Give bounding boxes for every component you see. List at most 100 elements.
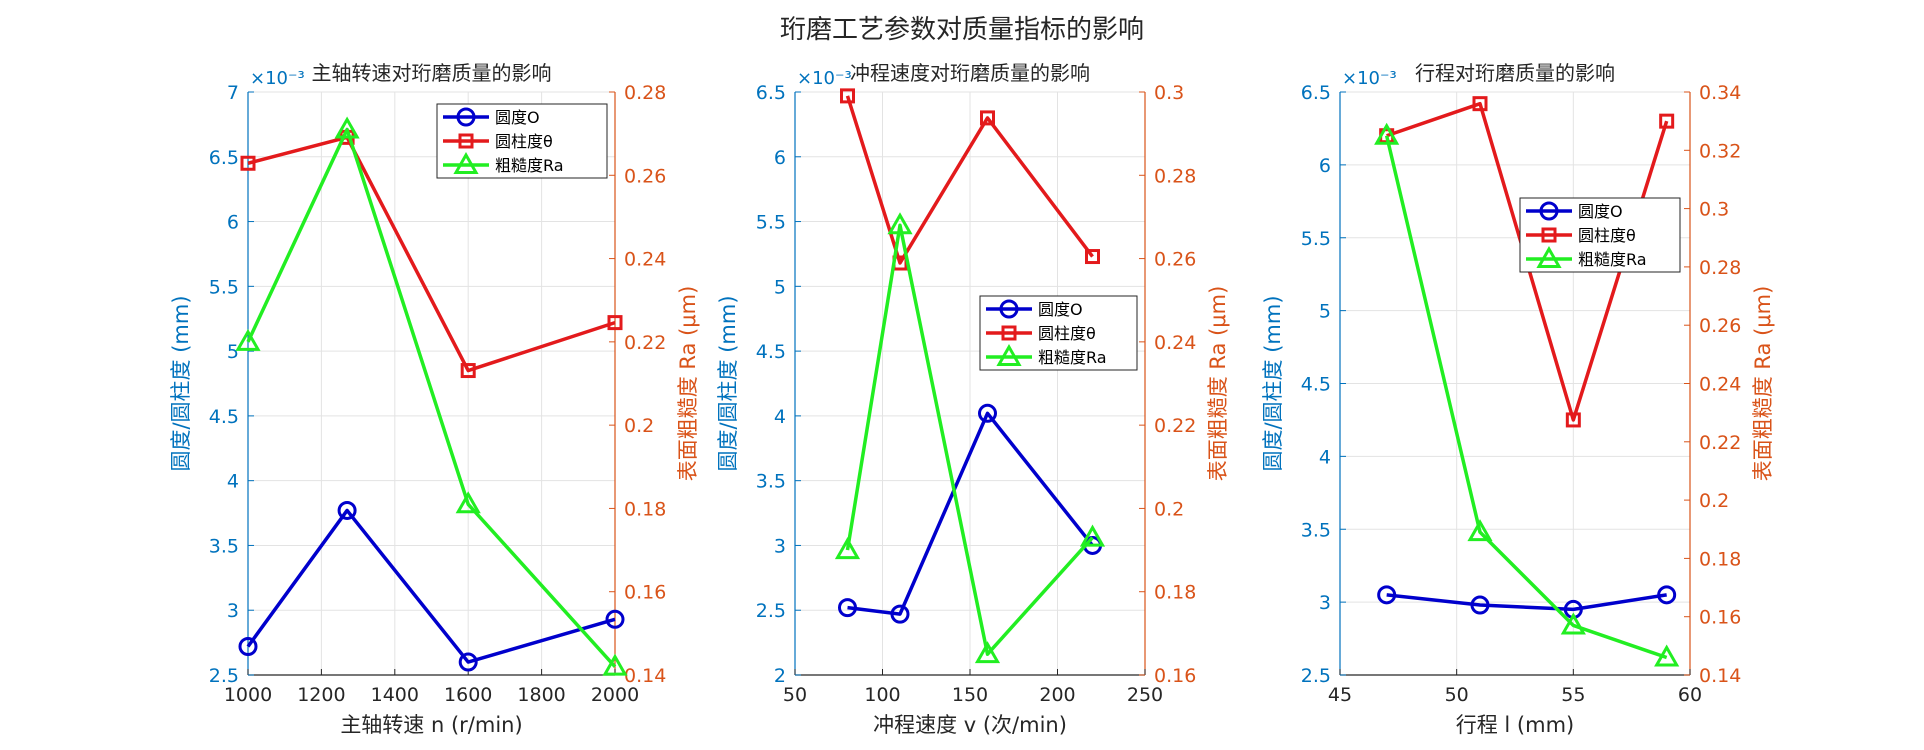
- panels: 1000 1200 1400 1600 1800 2000 2.5 3 3.5 4 4.5 5 5.5 6…: [169, 61, 1775, 737]
- left-tick-label: 4: [1319, 446, 1331, 468]
- right-tick-label: 0.3: [1154, 82, 1184, 104]
- legend-marker: [456, 107, 476, 127]
- legend-marker: [1001, 325, 1017, 341]
- right-tick-label: 0.3: [1699, 199, 1729, 221]
- y-exponent-label: ×10⁻³: [1342, 68, 1397, 89]
- left-tick-label: 3: [774, 535, 786, 557]
- data-point-marker: [460, 363, 476, 379]
- legend-label: 圆度O: [495, 108, 540, 127]
- data-point-marker: [238, 636, 258, 656]
- right-tick-label: 0.24: [1154, 332, 1196, 354]
- x-tick-label: 1000: [224, 684, 272, 706]
- left-tick-label: 2.5: [1301, 665, 1331, 687]
- right-axis-label: 表面粗糙度 Ra (μm): [676, 286, 700, 482]
- x-tick-label: 60: [1678, 684, 1702, 706]
- data-point-marker: [240, 155, 256, 171]
- legend: 圆度O 圆柱度θ 粗糙度Ra: [979, 295, 1138, 371]
- legend: 圆度O 圆柱度θ 粗糙度Ra: [1519, 197, 1681, 273]
- legend-marker: [999, 299, 1019, 319]
- right-tick-label: 0.28: [1699, 257, 1741, 279]
- left-tick-label: 2.5: [209, 665, 239, 687]
- series-3: [834, 212, 1106, 664]
- left-tick-label: 3.5: [209, 535, 239, 557]
- legend-label: 圆柱度θ: [1578, 226, 1636, 245]
- legend-marker: [1536, 245, 1562, 268]
- right-tick-label: 0.24: [1699, 374, 1741, 396]
- legend: 圆度O 圆柱度θ 粗糙度Ra: [436, 103, 608, 179]
- left-tick-label: 7: [227, 82, 239, 104]
- left-tick-label: 2.5: [756, 600, 786, 622]
- right-tick-label: 0.2: [1699, 490, 1729, 512]
- legend-marker: [996, 343, 1022, 366]
- x-axis-label: 主轴转速 n (r/min): [340, 713, 522, 737]
- right-tick-label: 0.28: [624, 82, 666, 104]
- right-tick-label: 0.14: [624, 665, 666, 687]
- panel-title: 行程对珩磨质量的影响: [1415, 61, 1615, 85]
- data-point-marker: [1560, 612, 1586, 635]
- x-axis-label: 行程 l (mm): [1456, 713, 1574, 737]
- right-tick-label: 0.28: [1154, 165, 1196, 187]
- left-tick-label: 4: [774, 406, 786, 428]
- data-point-marker: [455, 491, 481, 514]
- legend-label: 粗糙度Ra: [1038, 348, 1107, 367]
- x-tick-label: 100: [864, 684, 900, 706]
- chart-panel-3: 45 50 55 60 2.5 3 3.5 4 4.5 5 5.5 6 6.5 0.14 0.16 0.18 0…: [1261, 61, 1775, 737]
- legend-marker: [458, 133, 474, 149]
- left-tick-label: 4: [227, 471, 239, 493]
- data-point-marker: [1085, 249, 1100, 265]
- data-point-marker: [1374, 122, 1400, 145]
- data-point-marker: [887, 212, 913, 235]
- series-3: [235, 116, 628, 676]
- x-tick-label: 250: [1127, 684, 1163, 706]
- right-tick-label: 0.34: [1699, 82, 1741, 104]
- legend-label: 圆度O: [1038, 300, 1083, 319]
- figure-title: 珩磨工艺参数对质量指标的影响: [780, 15, 1144, 45]
- data-point-marker: [1079, 524, 1106, 547]
- x-tick-label: 2000: [591, 684, 639, 706]
- legend-label: 圆度O: [1578, 202, 1623, 221]
- left-tick-label: 4.5: [209, 406, 239, 428]
- data-point-marker: [1565, 412, 1581, 428]
- x-tick-label: 150: [952, 684, 988, 706]
- left-tick-label: 5.5: [1301, 228, 1331, 250]
- chart-panel-1: 1000 1200 1400 1600 1800 2000 2.5 3 3.5 4 4.5 5 5.5 6…: [169, 61, 700, 737]
- legend-marker: [453, 151, 479, 174]
- right-tick-label: 0.18: [1699, 548, 1741, 570]
- left-tick-label: 6.5: [209, 147, 239, 169]
- data-point-marker: [607, 315, 623, 331]
- left-tick-label: 4.5: [756, 341, 786, 363]
- right-tick-label: 0.24: [624, 249, 666, 271]
- x-tick-label: 1800: [517, 684, 565, 706]
- data-point-marker: [235, 328, 261, 351]
- series-line: [847, 411, 1094, 616]
- data-point-marker: [1377, 585, 1397, 605]
- x-tick-label: 50: [1445, 684, 1469, 706]
- right-tick-label: 0.2: [624, 415, 654, 437]
- right-tick-label: 0.22: [1154, 415, 1196, 437]
- x-tick-label: 200: [1039, 684, 1075, 706]
- left-axis-label: 圆度/圆柱度 (mm): [169, 295, 193, 471]
- left-tick-label: 6.5: [1301, 82, 1331, 104]
- right-tick-label: 0.26: [1154, 249, 1196, 271]
- y-exponent-label: ×10⁻³: [797, 68, 852, 89]
- x-axis-label: 冲程速度 v (次/min): [873, 713, 1067, 737]
- left-tick-label: 6: [227, 212, 239, 234]
- data-point-marker: [1470, 595, 1490, 615]
- x-tick-label: 1200: [297, 684, 345, 706]
- x-tick-label: 1400: [371, 684, 419, 706]
- y-exponent-label: ×10⁻³: [250, 68, 305, 89]
- data-point-marker: [334, 116, 360, 139]
- data-point-marker: [602, 653, 628, 676]
- right-tick-label: 0.16: [624, 582, 666, 604]
- right-tick-label: 0.16: [1699, 607, 1741, 629]
- panel-title: 主轴转速对珩磨质量的影响: [312, 61, 552, 85]
- series-1: [238, 500, 625, 672]
- legend-marker: [1539, 201, 1559, 221]
- left-tick-label: 6: [1319, 155, 1331, 177]
- data-point-marker: [980, 110, 995, 126]
- data-point-marker: [840, 88, 855, 104]
- left-tick-label: 5.5: [756, 212, 786, 234]
- series-line: [845, 95, 1094, 265]
- series-2: [840, 88, 1100, 271]
- right-tick-label: 0.14: [1699, 665, 1741, 687]
